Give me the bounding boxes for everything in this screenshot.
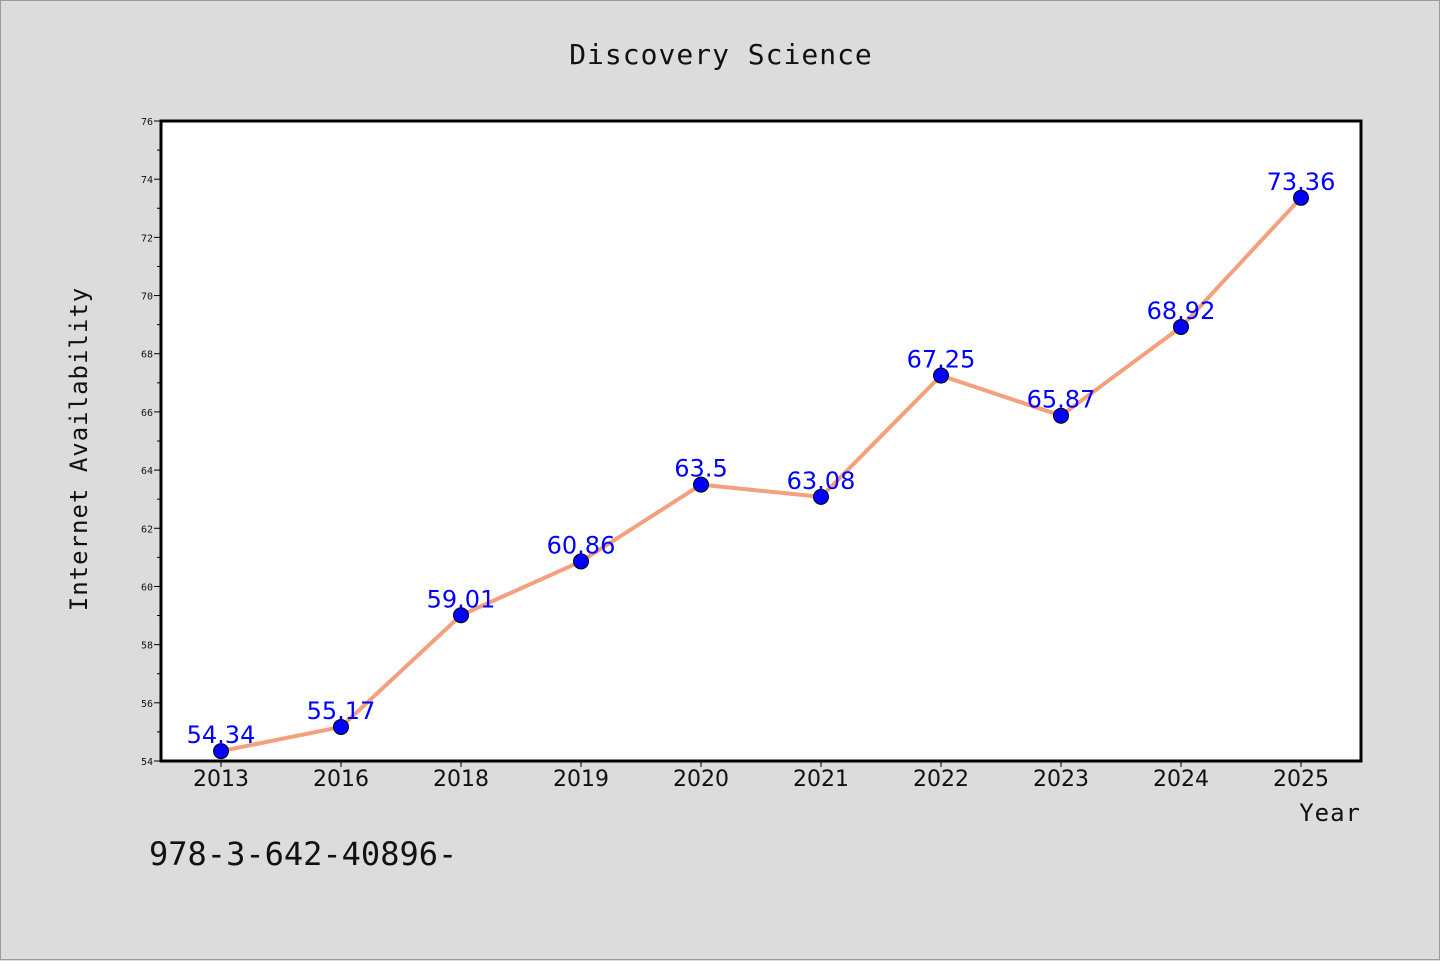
series-layer: [213, 189, 1309, 760]
data-point: [573, 553, 589, 570]
data-label: 59.01: [427, 585, 496, 613]
data-point: [1293, 189, 1309, 206]
data-point: [933, 367, 949, 384]
x-tick-label: 2018: [433, 767, 489, 792]
data-label: 63.08: [787, 467, 856, 495]
x-axis-label: Year: [1299, 799, 1361, 827]
series-line: [219, 195, 1303, 754]
data-label: 65.87: [1027, 386, 1096, 414]
x-tick-label: 2022: [913, 767, 969, 792]
data-point: [333, 718, 349, 735]
y-tick-label: 58: [141, 641, 153, 652]
y-axis-label: Internet Availability: [65, 287, 93, 611]
data-point: [1053, 407, 1069, 424]
y-tick-label: 60: [141, 582, 153, 593]
x-tick-label: 2023: [1033, 767, 1089, 792]
data-label: 73.36: [1267, 168, 1336, 196]
x-tick-label: 2021: [793, 767, 849, 792]
x-axis: 2013 2016 2018 2019 2020 2021 2022 2023 2024 2025: [193, 761, 1329, 792]
y-tick-label: 56: [141, 699, 153, 710]
x-tick-label: 2024: [1153, 767, 1209, 792]
x-tick-label: 2025: [1273, 767, 1329, 792]
data-label: 63.5: [674, 455, 727, 483]
y-tick-label: 68: [141, 350, 153, 361]
data-point: [1173, 318, 1189, 335]
x-tick-label: 2013: [193, 767, 249, 792]
plot-area: [159, 119, 1363, 763]
data-label: 54.34: [187, 721, 256, 749]
data-label: 60.86: [547, 531, 616, 559]
y-tick-label: 70: [141, 292, 153, 303]
data-label: 68.92: [1147, 297, 1216, 325]
y-axis: 54 56 58 60 62 64 66 68 70 72 74 76: [141, 117, 161, 768]
footer-text: 978-3-642-40896-: [149, 835, 457, 873]
y-tick-label: 54: [141, 757, 153, 768]
data-point: [693, 476, 709, 493]
y-tick-label: 64: [141, 466, 153, 477]
data-point: [813, 488, 829, 505]
x-tick-label: 2016: [313, 767, 369, 792]
y-tick-label: 66: [141, 408, 153, 419]
data-label: 67.25: [907, 346, 976, 374]
y-tick-label: 62: [141, 524, 153, 535]
data-labels: 54.34 55.17 59.01 60.86 63.5 63.08 67.25 65.87 6…: [187, 168, 1336, 749]
y-tick-label: 74: [141, 175, 153, 186]
x-tick-label: 2019: [553, 767, 609, 792]
y-tick-label: 72: [141, 233, 153, 244]
data-label: 55.17: [307, 697, 376, 725]
data-point: [213, 743, 229, 760]
data-point: [453, 607, 469, 624]
y-tick-label: 76: [141, 117, 153, 128]
x-tick-label: 2020: [673, 767, 729, 792]
chart-title: Discovery Science: [569, 38, 873, 71]
